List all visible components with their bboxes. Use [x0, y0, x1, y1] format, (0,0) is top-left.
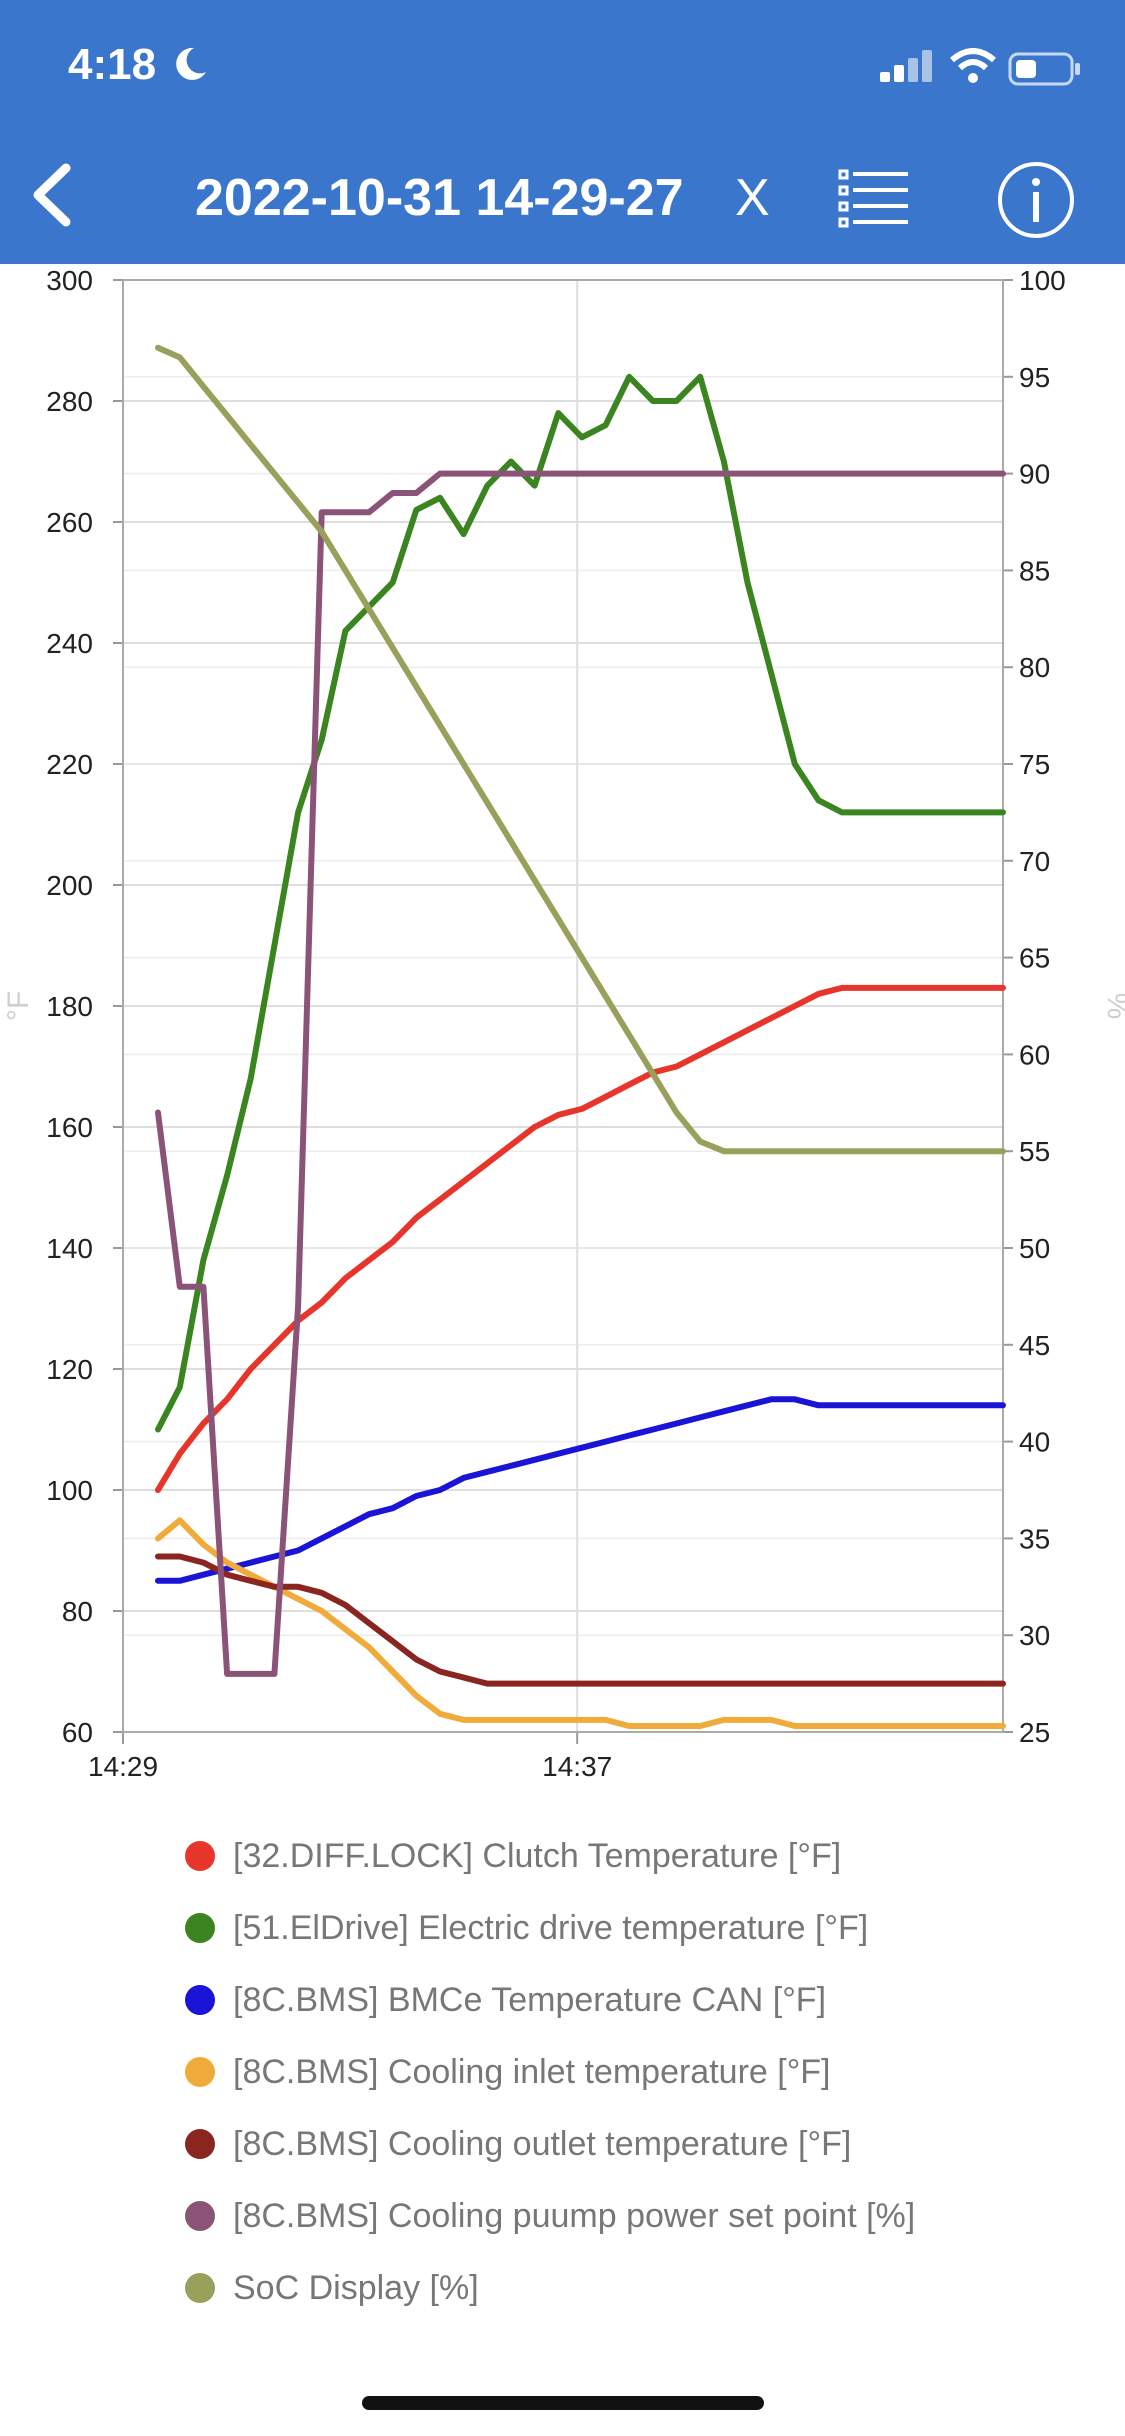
legend: [32.DIFF.LOCK] Clutch Temperature [°F] [5…	[185, 1820, 915, 2324]
y-right-tick-label: 65	[1019, 943, 1050, 974]
y-right-tick-label: 30	[1019, 1620, 1050, 1651]
home-indicator	[362, 2396, 764, 2410]
legend-label: [8C.BMS] Cooling outlet temperature [°F]	[233, 2124, 852, 2163]
back-button[interactable]	[22, 160, 82, 230]
x-tick-label: 14:29	[88, 1751, 158, 1782]
close-button[interactable]: X	[735, 169, 770, 227]
y-left-axis-label: °F	[2, 991, 35, 1021]
series-line-2	[155, 373, 1006, 1433]
legend-item: [8C.BMS] Cooling outlet temperature [°F]	[185, 2108, 915, 2180]
legend-swatch	[185, 2201, 215, 2231]
y-left-tick-label: 100	[46, 1475, 93, 1506]
y-right-tick-label: 75	[1019, 749, 1050, 780]
series-line-1	[155, 984, 1006, 1493]
y-left-tick-label: 180	[46, 991, 93, 1022]
y-right-tick-label: 25	[1019, 1717, 1050, 1748]
y-right-tick-label: 40	[1019, 1427, 1050, 1458]
legend-swatch	[185, 1985, 215, 2015]
legend-item: [32.DIFF.LOCK] Clutch Temperature [°F]	[185, 1820, 915, 1892]
info-icon[interactable]	[996, 160, 1076, 240]
y-left-tick-label: 60	[62, 1717, 93, 1748]
y-left-tick-label: 140	[46, 1233, 93, 1264]
legend-item: [8C.BMS] Cooling puump power set point […	[185, 2180, 915, 2252]
series-line-7	[155, 344, 1006, 1155]
legend-label: [32.DIFF.LOCK] Clutch Temperature [°F]	[233, 1836, 842, 1875]
plot-frame	[122, 279, 1004, 1733]
y-left-tick-label: 160	[46, 1112, 93, 1143]
y-left-tick-label: 280	[46, 386, 93, 417]
list-icon[interactable]	[838, 168, 910, 228]
legend-swatch	[185, 2057, 215, 2087]
series-line-6	[155, 470, 1006, 1677]
y-right-tick-label: 60	[1019, 1039, 1050, 1070]
series-line-5	[155, 1553, 1006, 1687]
moon-icon	[176, 47, 206, 80]
y-left-tick-label: 240	[46, 628, 93, 659]
legend-swatch	[185, 1841, 215, 1871]
wifi-icon	[950, 48, 996, 83]
legend-item: SoC Display [%]	[185, 2252, 915, 2324]
legend-swatch	[185, 2273, 215, 2303]
y-right-tick-label: 95	[1019, 362, 1050, 393]
legend-swatch	[185, 1913, 215, 1943]
chart: 60 80 100 120 140 160 180 200 220 240 260 280 300 25 3…	[2, 265, 1125, 1782]
legend-label: SoC Display [%]	[233, 2268, 479, 2307]
legend-item: [8C.BMS] BMCe Temperature CAN [°F]	[185, 1964, 915, 2036]
legend-label: [8C.BMS] BMCe Temperature CAN [°F]	[233, 1980, 827, 2019]
legend-label: [8C.BMS] Cooling inlet temperature [°F]	[233, 2052, 831, 2091]
y-left-tick-label: 80	[62, 1596, 93, 1627]
x-tick-label: 14:37	[542, 1751, 612, 1782]
y-right-tick-label: 70	[1019, 846, 1050, 877]
page-title: 2022-10-31 14-29-27	[195, 169, 684, 227]
y-right-tick-label: 50	[1019, 1233, 1050, 1264]
series-line-4	[155, 1517, 1006, 1729]
y-right-tick-label: 80	[1019, 652, 1050, 683]
top-bar: 4:18 2022-10-31 14-29-27 X	[0, 0, 1125, 264]
y-right-tick-label: 55	[1019, 1136, 1050, 1167]
status-time: 4:18	[68, 40, 157, 89]
legend-label: [8C.BMS] Cooling puump power set point […	[233, 2196, 916, 2235]
y-left-tick-label: 260	[46, 507, 93, 538]
signal-icon	[880, 50, 932, 82]
y-left-tick-label: 220	[46, 749, 93, 780]
legend-item: [8C.BMS] Cooling inlet temperature [°F]	[185, 2036, 915, 2108]
y-left-tick-label: 300	[46, 265, 93, 296]
legend-label: [51.ElDrive] Electric drive temperature …	[233, 1908, 869, 1947]
y-right-axis-label: %	[1101, 993, 1125, 1020]
y-right-tick-label: 35	[1019, 1523, 1050, 1554]
y-right-tick-label: 85	[1019, 555, 1050, 586]
y-right-tick-label: 90	[1019, 459, 1050, 490]
y-left-tick-label: 120	[46, 1354, 93, 1385]
legend-item: [51.ElDrive] Electric drive temperature …	[185, 1892, 915, 1964]
legend-swatch	[185, 2129, 215, 2159]
series-line-3	[155, 1396, 1006, 1584]
y-right-tick-label: 100	[1019, 265, 1066, 296]
y-right-tick-label: 45	[1019, 1330, 1050, 1361]
y-left-tick-label: 200	[46, 870, 93, 901]
battery-icon	[1008, 52, 1080, 86]
